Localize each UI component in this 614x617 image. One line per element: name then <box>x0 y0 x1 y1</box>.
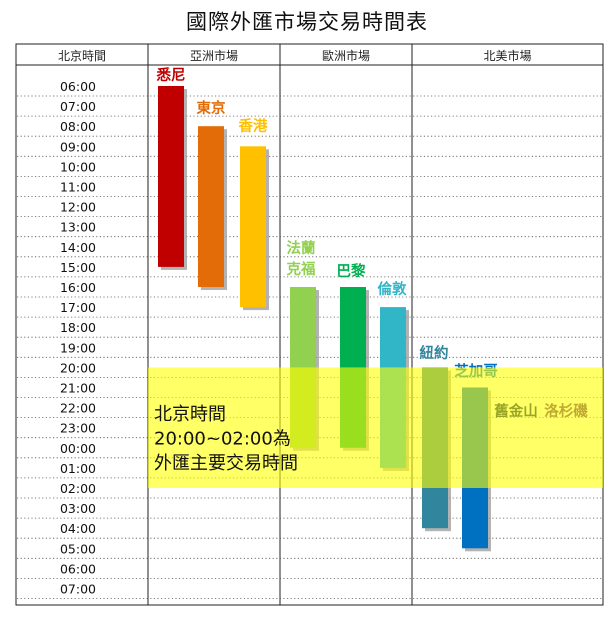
tick-label: 16:00 <box>60 280 96 295</box>
tick-label: 20:00 <box>60 360 96 375</box>
tick-label: 21:00 <box>60 381 96 396</box>
tick-label: 04:00 <box>60 521 96 536</box>
tick-label: 07:00 <box>60 582 96 597</box>
market-label: 法蘭 <box>287 239 316 257</box>
market-label: 東京 <box>197 99 226 117</box>
tick-label: 14:00 <box>60 240 96 255</box>
tick-label: 05:00 <box>60 541 96 556</box>
chart-title: 國際外匯市場交易時間表 <box>186 10 428 34</box>
market-bar-0-2 <box>240 146 266 308</box>
tick-label: 03:00 <box>60 501 96 516</box>
tick-label: 09:00 <box>60 139 96 154</box>
column-header: 歐洲市場 <box>322 48 370 63</box>
market-label: 克福 <box>287 260 316 278</box>
tick-label: 22:00 <box>60 401 96 416</box>
tick-label: 10:00 <box>60 159 96 174</box>
market-label: 巴黎 <box>337 262 366 280</box>
tick-label: 23:00 <box>60 421 96 436</box>
market-label: 倫敦 <box>378 280 407 298</box>
tick-label: 19:00 <box>60 340 96 355</box>
market-bar-0-1 <box>198 126 224 287</box>
highlight-band <box>148 367 603 488</box>
tick-label: 17:00 <box>60 300 96 315</box>
column-header: 亞洲市場 <box>190 48 238 63</box>
highlight-note-line: 20:00~02:00為 <box>154 429 291 450</box>
market-label: 香港 <box>239 117 268 135</box>
market-bar-0-0 <box>158 86 184 267</box>
tick-label: 06:00 <box>60 79 96 94</box>
tick-label: 07:00 <box>60 99 96 114</box>
column-header: 北京時間 <box>58 49 106 63</box>
tick-label: 00:00 <box>60 441 96 456</box>
tick-label: 01:00 <box>60 461 96 476</box>
tick-label: 08:00 <box>60 119 96 134</box>
market-label: 紐約 <box>420 344 449 362</box>
tick-label: 13:00 <box>60 220 96 235</box>
highlight-note-line: 外匯主要交易時間 <box>154 453 298 474</box>
highlight-note-line: 北京時間 <box>154 404 226 425</box>
tick-label: 12:00 <box>60 200 96 215</box>
tick-label: 15:00 <box>60 260 96 275</box>
tick-label: 02:00 <box>60 481 96 496</box>
chart-frame <box>15 43 604 606</box>
tick-label: 06:00 <box>60 561 96 576</box>
market-label: 悉尼 <box>156 66 186 84</box>
column-header: 北美市場 <box>483 48 531 63</box>
tick-label: 18:00 <box>60 320 96 335</box>
tick-label: 11:00 <box>60 180 96 195</box>
